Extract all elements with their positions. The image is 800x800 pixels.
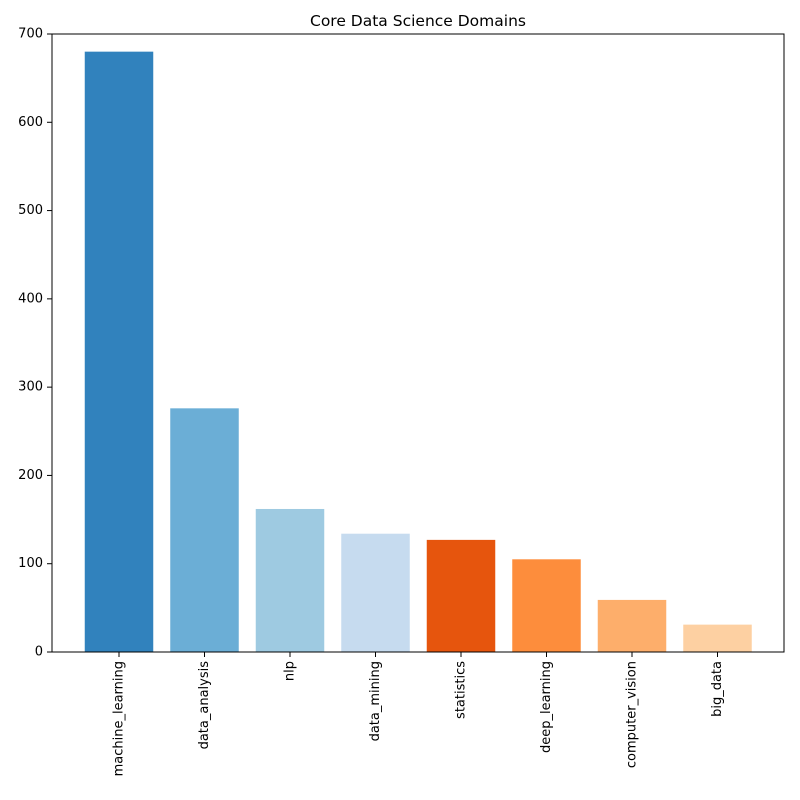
bar-computer_vision xyxy=(597,599,667,652)
y-tick-label: 600 xyxy=(18,115,43,130)
y-tick-label: 200 xyxy=(18,468,43,483)
y-tick-label: 0 xyxy=(35,645,43,660)
x-tick-label: machine_learning xyxy=(112,661,127,776)
bar-statistics xyxy=(426,539,496,652)
x-tick-label: nlp xyxy=(283,661,298,681)
bar-deep_learning xyxy=(512,559,581,652)
axes-frame xyxy=(51,33,785,653)
y-tick-label: 500 xyxy=(18,203,43,218)
bars-group xyxy=(84,51,752,652)
y-axis: 0 100 200 300 400 500 600 700 xyxy=(18,27,52,660)
y-tick-label: 100 xyxy=(18,556,43,571)
bar-data_analysis xyxy=(170,408,239,652)
x-tick-label: statistics xyxy=(454,661,469,719)
x-tick-label: big_data xyxy=(710,661,725,717)
y-tick-label: 300 xyxy=(18,380,43,395)
x-tick-label: data_analysis xyxy=(197,661,212,750)
bar-data_mining xyxy=(341,533,410,652)
bar-machine_learning xyxy=(84,51,154,652)
bar-big_data xyxy=(683,624,752,652)
y-tick-label: 700 xyxy=(18,27,43,42)
x-tick-label: computer_vision xyxy=(625,661,640,768)
bar-nlp xyxy=(255,508,325,652)
chart-title: Core Data Science Domains xyxy=(310,12,526,30)
y-tick-label: 400 xyxy=(18,291,43,306)
x-tick-label: deep_learning xyxy=(539,661,554,753)
x-axis: machine_learning data_analysis nlp data_min… xyxy=(112,652,725,776)
x-tick-label: data_mining xyxy=(368,661,383,741)
